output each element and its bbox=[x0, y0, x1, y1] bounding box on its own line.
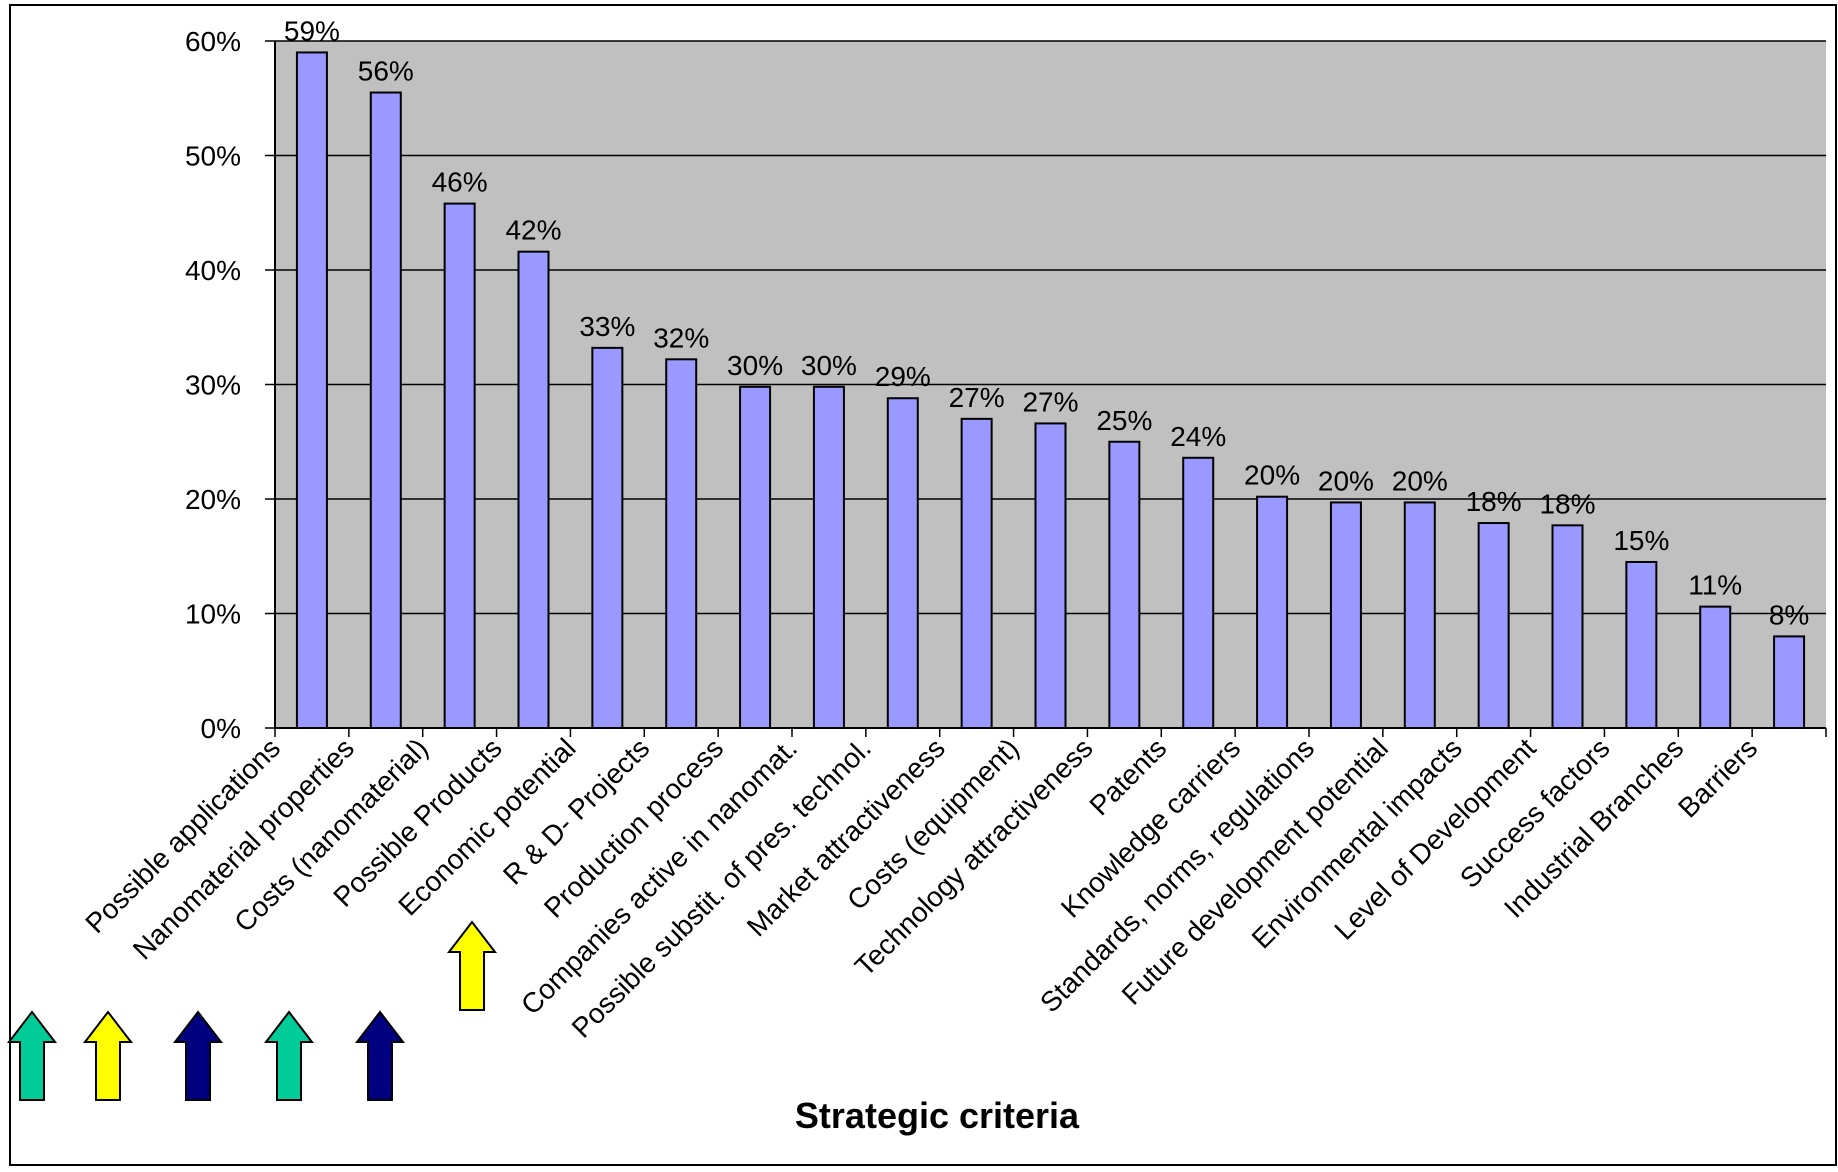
data-label: 8% bbox=[1769, 599, 1809, 630]
data-label: 20% bbox=[1392, 465, 1448, 496]
data-labels: 59% 56% 46% 42% 33% 32% 30% 30% 29% 27% 27% 25% 24% 2… bbox=[284, 15, 1809, 630]
arrows bbox=[6, 920, 498, 1101]
up-arrow-icon bbox=[263, 1010, 315, 1101]
bar bbox=[443, 202, 476, 729]
bar bbox=[665, 358, 698, 729]
up-arrow-icon bbox=[6, 1010, 58, 1101]
data-label: 32% bbox=[653, 322, 709, 353]
data-label: 29% bbox=[875, 361, 931, 392]
data-label: 46% bbox=[432, 167, 488, 198]
x-axis-title: Strategic criteria bbox=[795, 1095, 1080, 1136]
bar bbox=[1256, 495, 1289, 729]
bar bbox=[517, 250, 550, 729]
data-label: 33% bbox=[579, 311, 635, 342]
bar bbox=[1034, 422, 1067, 729]
bar bbox=[369, 91, 402, 729]
data-label: 18% bbox=[1466, 486, 1522, 517]
bar bbox=[739, 385, 772, 729]
data-label: 20% bbox=[1318, 465, 1374, 496]
data-label: 15% bbox=[1613, 525, 1669, 556]
bar bbox=[1551, 524, 1584, 730]
bar bbox=[1182, 456, 1215, 729]
y-tick-label: 40% bbox=[185, 255, 241, 286]
y-tick-label: 30% bbox=[185, 370, 241, 401]
bar bbox=[1403, 501, 1436, 729]
y-tick-label: 0% bbox=[201, 713, 241, 744]
bar bbox=[1329, 501, 1362, 729]
data-label: 27% bbox=[949, 382, 1005, 413]
bar bbox=[1773, 635, 1806, 730]
data-label: 24% bbox=[1170, 421, 1226, 452]
bar bbox=[1108, 440, 1141, 729]
up-arrow-icon bbox=[172, 1010, 224, 1101]
bar bbox=[960, 417, 993, 729]
data-label: 30% bbox=[727, 350, 783, 381]
data-label: 20% bbox=[1244, 460, 1300, 491]
up-arrow-icon bbox=[446, 920, 498, 1011]
bar bbox=[295, 51, 328, 729]
bar bbox=[1477, 522, 1510, 729]
bar bbox=[1699, 605, 1732, 730]
up-arrow-icon bbox=[354, 1010, 406, 1101]
y-tick-label: 50% bbox=[185, 141, 241, 172]
data-label: 25% bbox=[1096, 405, 1152, 436]
data-label: 18% bbox=[1539, 488, 1595, 519]
data-label: 59% bbox=[284, 15, 340, 46]
up-arrow-icon bbox=[82, 1010, 134, 1101]
bars bbox=[295, 51, 1806, 730]
bar bbox=[591, 346, 624, 729]
data-label: 30% bbox=[801, 350, 857, 381]
data-label: 42% bbox=[505, 215, 561, 246]
y-tick-label: 60% bbox=[185, 26, 241, 57]
data-label: 56% bbox=[358, 56, 414, 87]
y-tick-label: 20% bbox=[185, 484, 241, 515]
y-tick-labels: 0% 10% 20% 30% 40% 50% 60% bbox=[185, 26, 241, 744]
data-label: 11% bbox=[1688, 570, 1742, 601]
bar bbox=[812, 385, 845, 729]
bar bbox=[886, 397, 919, 729]
data-label: 27% bbox=[1022, 386, 1078, 417]
bar bbox=[1625, 560, 1658, 729]
y-tick-label: 10% bbox=[185, 599, 241, 630]
